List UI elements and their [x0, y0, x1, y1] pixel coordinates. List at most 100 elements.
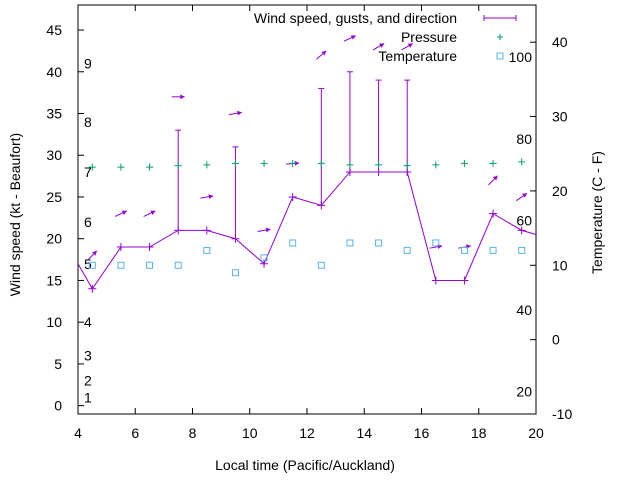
- temperature-point: [403, 246, 411, 254]
- wind-direction-arrowhead: [466, 244, 471, 250]
- x-axis-label: Local time (Pacific/Auckland): [215, 457, 395, 473]
- beaufort-label: 6: [84, 214, 92, 230]
- temperature-point: [460, 246, 468, 254]
- pressure-point: [460, 159, 468, 167]
- pressure-point: [174, 162, 182, 170]
- pressure-point: [489, 159, 497, 167]
- y2-axis-label: Temperature (C - F): [589, 151, 605, 274]
- beaufort-label: 9: [84, 55, 92, 71]
- pressure-point: [88, 163, 96, 171]
- wind-speed-point: [145, 243, 154, 252]
- legend-temperature-label: Temperature: [378, 48, 457, 64]
- pressure-point: [203, 161, 211, 169]
- temperature-point: [518, 246, 526, 254]
- beaufort-label: 3: [84, 348, 92, 364]
- wind-speed-point: [345, 167, 354, 176]
- temperature-point: [289, 239, 297, 247]
- y-tick-label: 25: [46, 189, 62, 205]
- plot-frame: [77, 4, 537, 415]
- wind-speed-point: [202, 226, 211, 235]
- wind-direction-arrowhead: [180, 94, 185, 100]
- temperature-point: [317, 261, 325, 269]
- y2-tick-label: 10: [552, 257, 568, 273]
- legend-wind-label: Wind speed, gusts, and direction: [254, 10, 457, 26]
- x-tick-label: 20: [528, 425, 544, 441]
- legend-temperature-marker: [496, 52, 504, 60]
- wind-speed-point: [489, 209, 498, 218]
- y2-tick-label: 0: [552, 332, 560, 348]
- pressure-point: [117, 163, 125, 171]
- y2-tick-label: 20: [552, 183, 568, 199]
- y2-tick-label: 40: [552, 34, 568, 50]
- wind-direction-arrowhead: [522, 193, 528, 198]
- wind-direction-arrowhead: [350, 35, 356, 40]
- y2-tick-label: -10: [552, 406, 572, 422]
- fahrenheit-label: 40: [516, 302, 532, 318]
- x-tick-label: 8: [189, 425, 197, 441]
- wind-speed-point: [403, 167, 412, 176]
- x-tick-label: 6: [131, 425, 139, 441]
- y-axis-label: Wind speed (kt - Beaufort): [7, 133, 23, 296]
- temperature-point: [88, 261, 96, 269]
- fahrenheit-label: 80: [516, 131, 532, 147]
- pressure-point: [403, 162, 411, 170]
- y-tick-label: 35: [46, 106, 62, 122]
- y-tick-label: 5: [54, 356, 62, 372]
- wind-direction-arrowhead: [407, 43, 413, 48]
- pressure-point: [289, 159, 297, 167]
- x-tick-label: 16: [414, 425, 430, 441]
- pressure-point: [260, 159, 268, 167]
- wind-speed-point: [317, 201, 326, 210]
- beaufort-label: 4: [84, 314, 92, 330]
- y-tick-label: 20: [46, 231, 62, 247]
- pressure-point: [317, 159, 325, 167]
- wind-speed-point: [116, 243, 125, 252]
- wind-direction-arrowhead: [92, 250, 97, 256]
- pressure-point: [375, 161, 383, 169]
- wind-speed-point: [460, 276, 469, 285]
- wind-speed-point: [88, 284, 97, 293]
- temperature-point: [489, 246, 497, 254]
- wind-direction-arrowhead: [237, 110, 242, 116]
- wind-direction-arrowhead: [150, 210, 156, 215]
- wind-speed-point: [374, 167, 383, 176]
- y-tick-label: 40: [46, 64, 62, 80]
- x-tick-label: 14: [356, 425, 372, 441]
- x-tick-label: 10: [242, 425, 258, 441]
- temperature-point: [346, 239, 354, 247]
- wind-speed-point: [288, 192, 297, 201]
- beaufort-label: 1: [84, 389, 92, 405]
- y-tick-label: 30: [46, 147, 62, 163]
- pressure-point: [231, 159, 239, 167]
- pressure-point: [146, 163, 154, 171]
- temperature-point: [117, 261, 125, 269]
- beaufort-label: 7: [84, 164, 92, 180]
- y-tick-label: 10: [46, 314, 62, 330]
- fahrenheit-label: 60: [516, 213, 532, 229]
- y-tick-label: 45: [46, 22, 62, 38]
- temperature-point: [432, 239, 440, 247]
- wind-direction-arrowhead: [121, 210, 127, 215]
- y-tick-label: 0: [54, 398, 62, 414]
- temperature-point: [375, 239, 383, 247]
- wind-direction-arrowhead: [379, 43, 385, 48]
- temperature-point: [203, 246, 211, 254]
- wind-direction-arrowhead: [294, 161, 300, 166]
- pressure-point: [432, 161, 440, 169]
- legend-pressure-marker: [497, 34, 503, 40]
- temperature-point: [174, 261, 182, 269]
- legend-pressure-label: Pressure: [401, 29, 457, 45]
- beaufort-label: 2: [84, 373, 92, 389]
- temperature-point: [231, 269, 239, 277]
- wind-direction-arrowhead: [492, 175, 498, 181]
- wind-direction-arrowhead: [437, 244, 443, 250]
- fahrenheit-label: 100: [509, 49, 533, 65]
- wind-direction-arrowhead: [208, 194, 214, 199]
- temperature-point: [260, 254, 268, 262]
- y2-tick-label: 30: [552, 109, 568, 125]
- wind-speed-point: [174, 226, 183, 235]
- wind-direction-arrowhead: [265, 227, 271, 233]
- pressure-point: [518, 158, 526, 166]
